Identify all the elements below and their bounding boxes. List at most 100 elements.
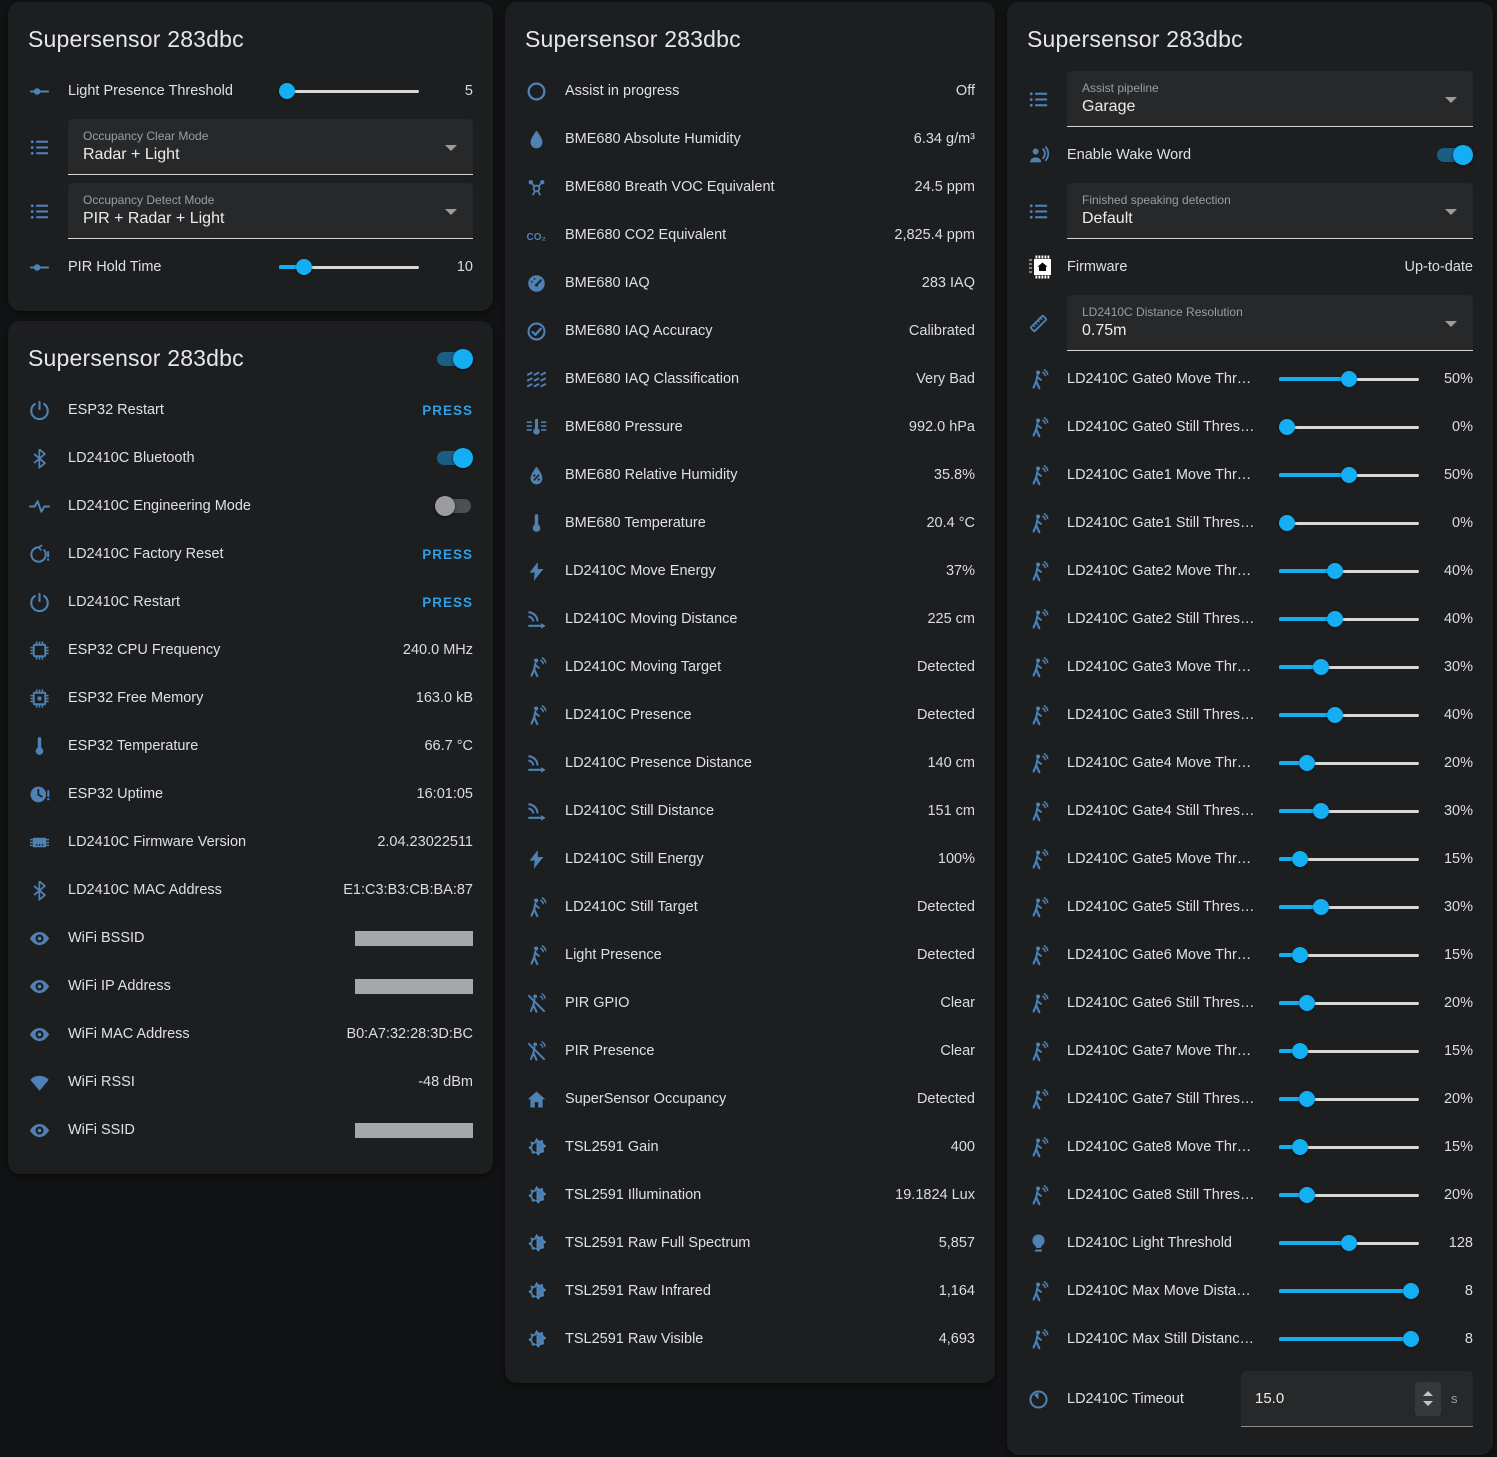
slider-thumb[interactable]	[1299, 1091, 1315, 1107]
card-power-toggle[interactable]	[435, 348, 473, 370]
entity-row: LD2410C Engineering Mode	[24, 482, 477, 530]
press-button[interactable]: PRESS	[422, 547, 473, 562]
slider-thumb[interactable]	[296, 259, 312, 275]
slider[interactable]	[1279, 466, 1419, 484]
person-icon	[1027, 368, 1067, 391]
slider-thumb[interactable]	[1403, 1283, 1419, 1299]
slider-thumb[interactable]	[1292, 947, 1308, 963]
slider-thumb[interactable]	[1292, 1043, 1308, 1059]
slider[interactable]	[1279, 706, 1419, 724]
select-field[interactable]: Occupancy Clear Mode Radar + Light	[68, 119, 473, 175]
entity-row: LD2410C MAC Address E1:C3:B3:CB:BA:87	[24, 866, 477, 914]
signal-distance-icon	[525, 800, 565, 823]
slider-thumb[interactable]	[279, 83, 295, 99]
slider-thumb[interactable]	[1313, 803, 1329, 819]
slider[interactable]	[279, 258, 419, 276]
select-field[interactable]: Assist pipeline Garage	[1067, 71, 1473, 127]
stepper-buttons[interactable]	[1415, 1382, 1441, 1416]
entity-row: Light Presence Threshold 5	[24, 67, 477, 115]
press-button[interactable]: PRESS	[422, 595, 473, 610]
entity-value: 16:01:05	[417, 786, 473, 802]
entity-value: 4,693	[939, 1331, 975, 1347]
slider[interactable]	[1279, 1042, 1419, 1060]
toggle-switch[interactable]	[1435, 144, 1473, 166]
slider[interactable]	[1279, 1282, 1419, 1300]
slider-thumb[interactable]	[1279, 515, 1295, 531]
entity-row: BME680 CO2 Equivalent 2,825.4 ppm	[521, 211, 979, 259]
entity-value: 400	[951, 1139, 975, 1155]
press-button[interactable]: PRESS	[422, 403, 473, 418]
entity-row: LD2410C Presence Distance 140 cm	[521, 739, 979, 787]
person-icon	[1027, 560, 1067, 583]
slider[interactable]	[1279, 850, 1419, 868]
person-icon	[1027, 848, 1067, 871]
slider[interactable]	[1279, 1186, 1419, 1204]
slider[interactable]	[1279, 754, 1419, 772]
entity-value: 2.04.23022511	[377, 834, 473, 850]
entity-label: TSL2591 Illumination	[565, 1187, 895, 1203]
chevron-down-icon	[1445, 321, 1457, 327]
entity-label: PIR Presence	[565, 1043, 940, 1059]
slider[interactable]	[1279, 898, 1419, 916]
entity-value: 283 IAQ	[922, 275, 975, 291]
select-field[interactable]: Occupancy Detect Mode PIR + Radar + Ligh…	[68, 183, 473, 239]
gauge-icon	[525, 272, 565, 295]
slider[interactable]	[1279, 802, 1419, 820]
slider[interactable]	[1279, 610, 1419, 628]
slider-value: 30%	[1433, 659, 1473, 675]
slider-thumb[interactable]	[1299, 755, 1315, 771]
slider-thumb[interactable]	[1341, 371, 1357, 387]
entity-value: 35.8%	[934, 467, 975, 483]
entity-row: LD2410C Max Still Distanc… 8	[1023, 1315, 1477, 1363]
entity-value: Detected	[917, 707, 975, 723]
entity-row: PIR GPIO Clear	[521, 979, 979, 1027]
number-input[interactable]: 15.0 s	[1241, 1371, 1473, 1427]
entity-row: PIR Hold Time 10	[24, 243, 477, 291]
entity-label: LD2410C Gate0 Still Thres…	[1067, 419, 1279, 435]
slider-thumb[interactable]	[1313, 899, 1329, 915]
home-icon	[525, 1088, 565, 1111]
slider[interactable]	[1279, 1138, 1419, 1156]
toggle-switch[interactable]	[435, 495, 473, 517]
select-field[interactable]: LD2410C Distance Resolution 0.75m	[1067, 295, 1473, 351]
slider[interactable]	[1279, 994, 1419, 1012]
column-right: Supersensor 283dbc Assist pipeline Garag…	[1007, 2, 1493, 1455]
slider-thumb[interactable]	[1299, 995, 1315, 1011]
slider-thumb[interactable]	[1292, 1139, 1308, 1155]
slider-thumb[interactable]	[1327, 563, 1343, 579]
select-field[interactable]: Finished speaking detection Default	[1067, 183, 1473, 239]
entity-label: LD2410C Max Still Distanc…	[1067, 1331, 1279, 1347]
slider[interactable]	[1279, 1330, 1419, 1348]
slider-thumb[interactable]	[1292, 851, 1308, 867]
slider-thumb[interactable]	[1327, 611, 1343, 627]
slider-thumb[interactable]	[1279, 419, 1295, 435]
slider-thumb[interactable]	[1403, 1331, 1419, 1347]
slider[interactable]	[1279, 370, 1419, 388]
entity-row: LD2410C Timeout 15.0 s	[1023, 1363, 1477, 1435]
slider[interactable]	[1279, 658, 1419, 676]
slider[interactable]	[1279, 562, 1419, 580]
entity-label: BME680 Breath VOC Equivalent	[565, 179, 915, 195]
slider[interactable]	[1279, 514, 1419, 532]
entity-row: LD2410C Firmware Version 2.04.23022511	[24, 818, 477, 866]
toggle-switch[interactable]	[435, 447, 473, 469]
entity-row: LD2410C Gate4 Move Thr… 20%	[1023, 739, 1477, 787]
person-icon	[1027, 704, 1067, 727]
slider[interactable]	[1279, 418, 1419, 436]
entity-row: Finished speaking detection Default	[1023, 179, 1477, 243]
entity-row: LD2410C Factory Reset PRESS	[24, 530, 477, 578]
slider-thumb[interactable]	[1299, 1187, 1315, 1203]
bulb-icon	[1027, 1232, 1067, 1255]
person-icon	[1027, 1280, 1067, 1303]
slider-thumb[interactable]	[1313, 659, 1329, 675]
entity-label: LD2410C Bluetooth	[68, 450, 435, 466]
slider[interactable]	[1279, 1090, 1419, 1108]
slider-thumb[interactable]	[1341, 467, 1357, 483]
slider-thumb[interactable]	[1327, 707, 1343, 723]
slider-thumb[interactable]	[1341, 1235, 1357, 1251]
slider[interactable]	[1279, 1234, 1419, 1252]
slider[interactable]	[279, 82, 419, 100]
slider[interactable]	[1279, 946, 1419, 964]
entity-label: WiFi BSSID	[68, 930, 355, 946]
entity-label: Enable Wake Word	[1067, 147, 1435, 163]
